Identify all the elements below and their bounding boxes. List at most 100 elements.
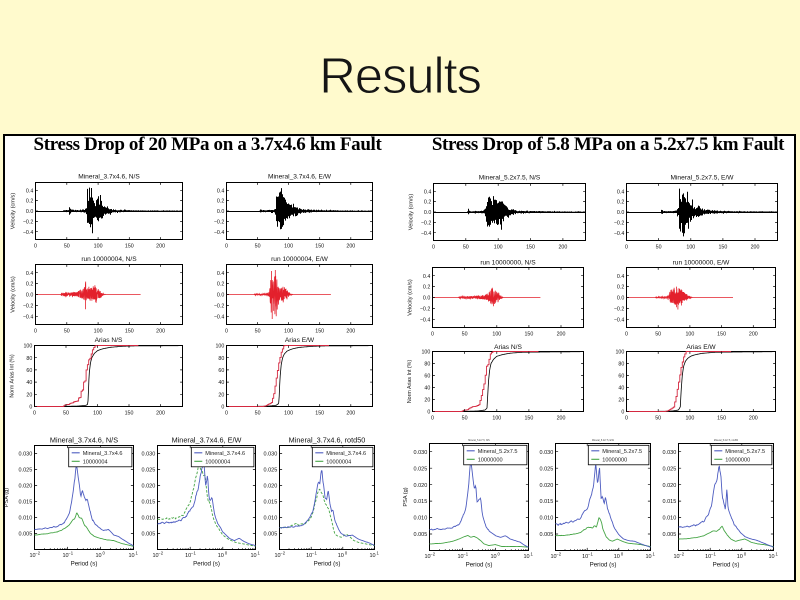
svg-text:0.015: 0.015 xyxy=(663,499,677,505)
svg-text:Period (s): Period (s) xyxy=(71,560,98,567)
svg-text:1: 1 xyxy=(258,550,261,555)
svg-text:0: 0 xyxy=(225,244,228,250)
svg-text:150: 150 xyxy=(125,244,134,250)
svg-text:Period (s): Period (s) xyxy=(466,561,493,568)
svg-text:0.4: 0.4 xyxy=(617,274,624,280)
svg-text:1: 1 xyxy=(531,551,534,556)
svg-text:−0.4: −0.4 xyxy=(614,317,625,323)
svg-text:0.2: 0.2 xyxy=(617,285,624,291)
svg-text:0.015: 0.015 xyxy=(19,500,33,506)
svg-text:150: 150 xyxy=(125,329,134,335)
svg-text:0: 0 xyxy=(431,416,434,422)
svg-text:100: 100 xyxy=(492,416,501,422)
svg-text:Arias N/S: Arias N/S xyxy=(494,344,522,351)
svg-text:Arias N/S: Arias N/S xyxy=(95,337,123,344)
svg-text:150: 150 xyxy=(718,245,727,251)
svg-text:0.2: 0.2 xyxy=(26,199,33,205)
svg-text:0: 0 xyxy=(225,550,228,555)
svg-text:0: 0 xyxy=(432,245,435,251)
svg-text:50: 50 xyxy=(63,411,69,417)
svg-text:50: 50 xyxy=(462,416,468,422)
svg-text:10: 10 xyxy=(29,553,35,559)
svg-text:60: 60 xyxy=(218,368,224,374)
svg-text:0.010: 0.010 xyxy=(142,516,156,522)
svg-text:Period (s): Period (s) xyxy=(590,561,617,568)
svg-text:10: 10 xyxy=(306,553,312,559)
svg-text:10: 10 xyxy=(490,554,496,560)
svg-text:60: 60 xyxy=(424,374,430,380)
svg-text:−0.2: −0.2 xyxy=(420,307,431,313)
svg-text:10000000: 10000000 xyxy=(725,457,750,463)
svg-text:20: 20 xyxy=(424,398,430,404)
svg-text:0: 0 xyxy=(34,329,37,335)
svg-text:−1: −1 xyxy=(463,551,468,556)
svg-text:0: 0 xyxy=(621,410,624,416)
svg-text:−2: −2 xyxy=(430,551,435,556)
svg-text:0.0: 0.0 xyxy=(26,293,33,299)
svg-text:−2: −2 xyxy=(158,550,163,555)
svg-text:0.020: 0.020 xyxy=(414,483,428,489)
svg-text:0.020: 0.020 xyxy=(19,484,33,490)
svg-text:1: 1 xyxy=(136,550,139,555)
svg-text:−1: −1 xyxy=(191,550,196,555)
svg-text:100: 100 xyxy=(284,329,293,335)
svg-text:0.015: 0.015 xyxy=(264,500,278,506)
svg-text:0: 0 xyxy=(625,416,628,422)
svg-text:20: 20 xyxy=(618,398,624,404)
svg-text:0.010: 0.010 xyxy=(264,516,278,522)
svg-text:Mineral_5.2x7.5: Mineral_5.2x7.5 xyxy=(725,449,765,455)
svg-text:150: 150 xyxy=(524,416,533,422)
svg-text:Arias E/W: Arias E/W xyxy=(686,344,716,351)
svg-text:10: 10 xyxy=(152,553,158,559)
svg-text:0.2: 0.2 xyxy=(26,282,33,288)
svg-text:0.030: 0.030 xyxy=(264,452,278,458)
svg-text:200: 200 xyxy=(156,329,165,335)
svg-text:Velocity (cm/s): Velocity (cm/s) xyxy=(408,279,414,316)
svg-text:Mineral_3.7x4.6, N/S: Mineral_3.7x4.6, N/S xyxy=(50,436,118,445)
svg-text:run 10000000, E/W: run 10000000, E/W xyxy=(673,259,731,266)
svg-text:10: 10 xyxy=(274,553,280,559)
svg-text:0.010: 0.010 xyxy=(540,516,554,522)
svg-text:0.015: 0.015 xyxy=(414,499,428,505)
svg-text:80: 80 xyxy=(424,362,430,368)
svg-text:0.010: 0.010 xyxy=(663,516,677,522)
svg-text:150: 150 xyxy=(526,245,535,251)
svg-text:PSA (g): PSA (g) xyxy=(403,487,409,506)
svg-text:−1: −1 xyxy=(312,550,317,555)
svg-text:200: 200 xyxy=(557,332,566,338)
svg-text:0: 0 xyxy=(625,332,628,338)
svg-text:80: 80 xyxy=(26,356,32,362)
svg-text:100: 100 xyxy=(284,411,293,417)
svg-text:Mineral_3.7x4.6, E/W: Mineral_3.7x4.6, E/W xyxy=(268,173,332,180)
svg-text:−0.2: −0.2 xyxy=(614,221,625,227)
svg-text:40: 40 xyxy=(424,386,430,392)
svg-text:80: 80 xyxy=(218,356,224,362)
svg-text:0.005: 0.005 xyxy=(19,532,33,538)
svg-text:10: 10 xyxy=(424,554,430,560)
svg-text:100: 100 xyxy=(421,350,430,356)
svg-text:0.4: 0.4 xyxy=(217,271,224,277)
svg-text:Mineral_3.7x4.6, N/S: Mineral_3.7x4.6, N/S xyxy=(78,173,140,180)
svg-text:Mineral_3.7x4.6: Mineral_3.7x4.6 xyxy=(83,451,123,457)
svg-text:200: 200 xyxy=(156,244,165,250)
svg-text:−2: −2 xyxy=(556,551,561,556)
svg-text:0.005: 0.005 xyxy=(663,532,677,538)
svg-text:10: 10 xyxy=(457,554,463,560)
svg-text:Mineral_5.2x7.5: Mineral_5.2x7.5 xyxy=(478,449,518,455)
svg-text:0.4: 0.4 xyxy=(424,189,431,195)
svg-text:50: 50 xyxy=(656,245,662,251)
svg-text:10: 10 xyxy=(673,554,679,560)
svg-text:10: 10 xyxy=(62,553,68,559)
svg-text:run 10000004, E/W: run 10000004, E/W xyxy=(271,256,329,263)
svg-text:20: 20 xyxy=(26,392,32,398)
svg-text:0: 0 xyxy=(427,410,430,416)
svg-text:0.020: 0.020 xyxy=(142,484,156,490)
svg-text:10000004: 10000004 xyxy=(83,459,108,465)
svg-text:50: 50 xyxy=(463,245,469,251)
svg-text:10000000: 10000000 xyxy=(478,457,503,463)
svg-text:−2: −2 xyxy=(679,551,684,556)
svg-text:−0.2: −0.2 xyxy=(23,304,34,310)
svg-text:0.0: 0.0 xyxy=(617,296,624,302)
svg-text:100: 100 xyxy=(685,332,694,338)
svg-text:10: 10 xyxy=(645,554,651,560)
